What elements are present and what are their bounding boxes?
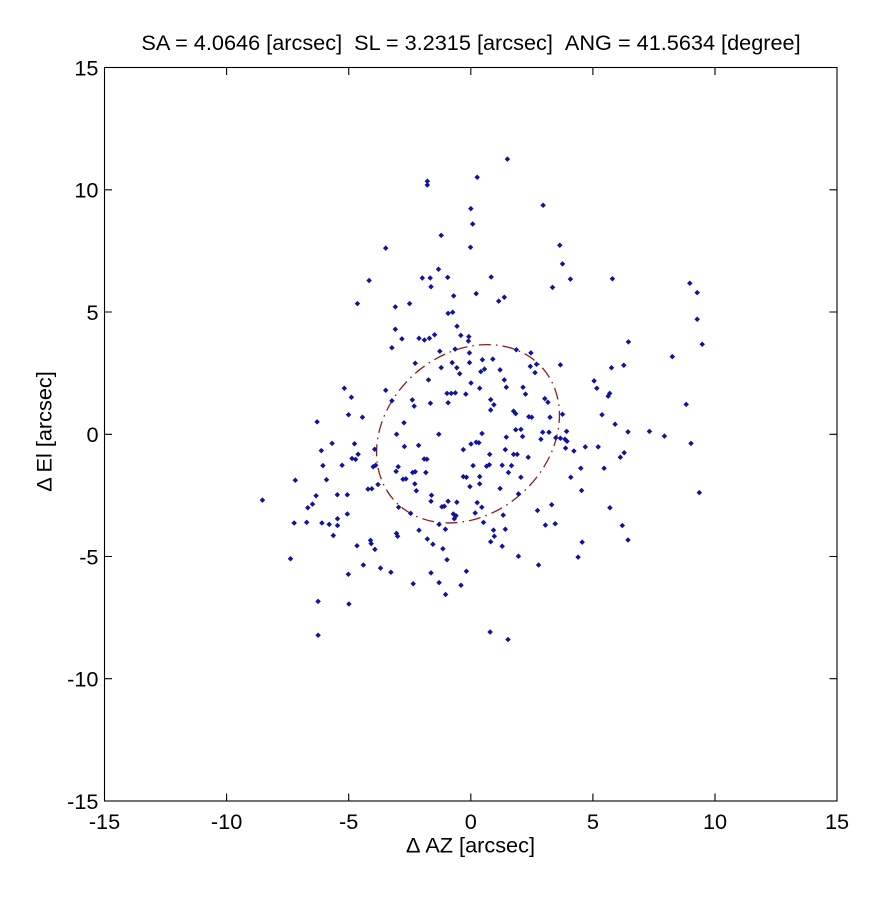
svg-text:15: 15 — [825, 809, 849, 834]
svg-text:-10: -10 — [67, 667, 98, 692]
svg-text:-15: -15 — [89, 809, 120, 834]
svg-text:Δ El [arcsec]: Δ El [arcsec] — [32, 371, 57, 492]
svg-text:-10: -10 — [211, 809, 242, 834]
svg-text:-5: -5 — [79, 544, 98, 569]
svg-text:-5: -5 — [339, 809, 358, 834]
svg-text:SA = 4.0646 [arcsec] SL = 3.2: SA = 4.0646 [arcsec] SL = 3.2315 [arcsec… — [141, 30, 800, 55]
svg-text:5: 5 — [86, 300, 98, 325]
svg-text:Δ AZ [arcsec]: Δ AZ [arcsec] — [406, 833, 535, 858]
svg-text:0: 0 — [465, 809, 477, 834]
svg-text:15: 15 — [74, 55, 98, 80]
svg-text:10: 10 — [703, 809, 727, 834]
svg-text:10: 10 — [74, 178, 98, 203]
svg-text:0: 0 — [86, 422, 98, 447]
svg-text:-15: -15 — [67, 789, 98, 814]
svg-text:5: 5 — [587, 809, 599, 834]
